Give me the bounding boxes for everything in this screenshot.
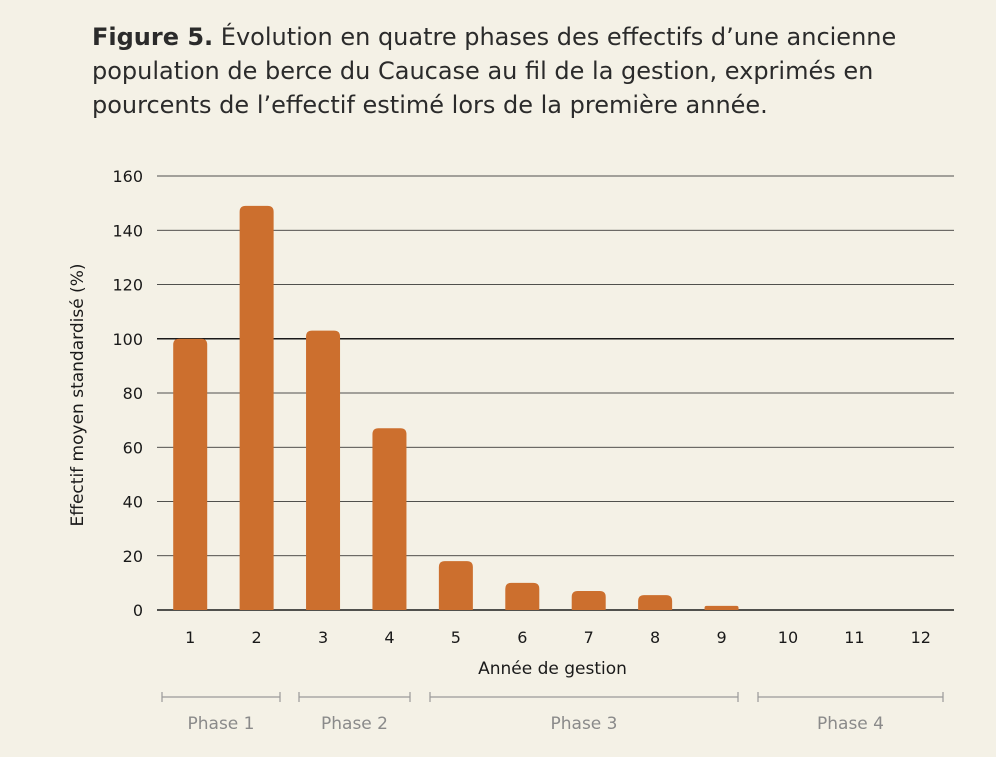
phase-label: Phase 3 bbox=[551, 714, 618, 734]
bar-8 bbox=[638, 595, 673, 610]
bar-9 bbox=[704, 605, 739, 610]
y-tick-label: 60 bbox=[123, 438, 143, 457]
x-tick-label: 11 bbox=[844, 628, 864, 647]
y-tick-label: 20 bbox=[123, 547, 143, 566]
y-axis-ticks: 0 20 40 60 80 100 120 140 160 bbox=[112, 167, 143, 620]
y-axis-title: Effectif moyen standardisé (%) bbox=[68, 264, 88, 527]
x-axis-title: Année de gestion bbox=[478, 659, 627, 679]
bar-7 bbox=[571, 591, 606, 610]
gridlines bbox=[157, 175, 954, 611]
y-tick-label: 40 bbox=[123, 493, 143, 512]
phase-brackets: Phase 1 Phase 2 Phase 3 Phase 4 bbox=[161, 692, 944, 734]
x-tick-label: 3 bbox=[318, 628, 328, 647]
figure-caption: Figure 5. Évolution en quatre phases des… bbox=[92, 20, 912, 122]
x-tick-label: 6 bbox=[517, 628, 527, 647]
x-tick-label: 5 bbox=[451, 628, 461, 647]
y-tick-label: 160 bbox=[112, 167, 143, 186]
x-axis-ticks: 1 2 3 4 5 6 7 8 9 10 11 12 bbox=[185, 628, 931, 647]
bar-3 bbox=[306, 330, 341, 610]
phase-label: Phase 1 bbox=[188, 714, 255, 734]
y-tick-label: 100 bbox=[112, 330, 143, 349]
bar-4 bbox=[372, 428, 407, 610]
y-tick-label: 140 bbox=[112, 221, 143, 240]
x-tick-label: 10 bbox=[778, 628, 798, 647]
x-tick-label: 1 bbox=[185, 628, 195, 647]
x-tick-label: 12 bbox=[911, 628, 931, 647]
y-tick-label: 0 bbox=[133, 601, 143, 620]
x-tick-label: 7 bbox=[584, 628, 594, 647]
bar-6 bbox=[505, 582, 540, 610]
y-tick-label: 120 bbox=[112, 276, 143, 295]
bars bbox=[173, 205, 739, 610]
bar-2 bbox=[239, 205, 274, 610]
x-tick-label: 9 bbox=[716, 628, 726, 647]
phase-label: Phase 2 bbox=[321, 714, 388, 734]
x-tick-label: 2 bbox=[252, 628, 262, 647]
phase-label: Phase 4 bbox=[817, 714, 884, 734]
figure-label: Figure 5. bbox=[92, 23, 214, 51]
y-tick-label: 80 bbox=[123, 384, 143, 403]
x-tick-label: 4 bbox=[384, 628, 394, 647]
bar-5 bbox=[438, 561, 473, 610]
bar-1 bbox=[173, 338, 208, 610]
x-tick-label: 8 bbox=[650, 628, 660, 647]
figure-caption-text: Évolution en quatre phases des effectifs… bbox=[92, 23, 897, 119]
